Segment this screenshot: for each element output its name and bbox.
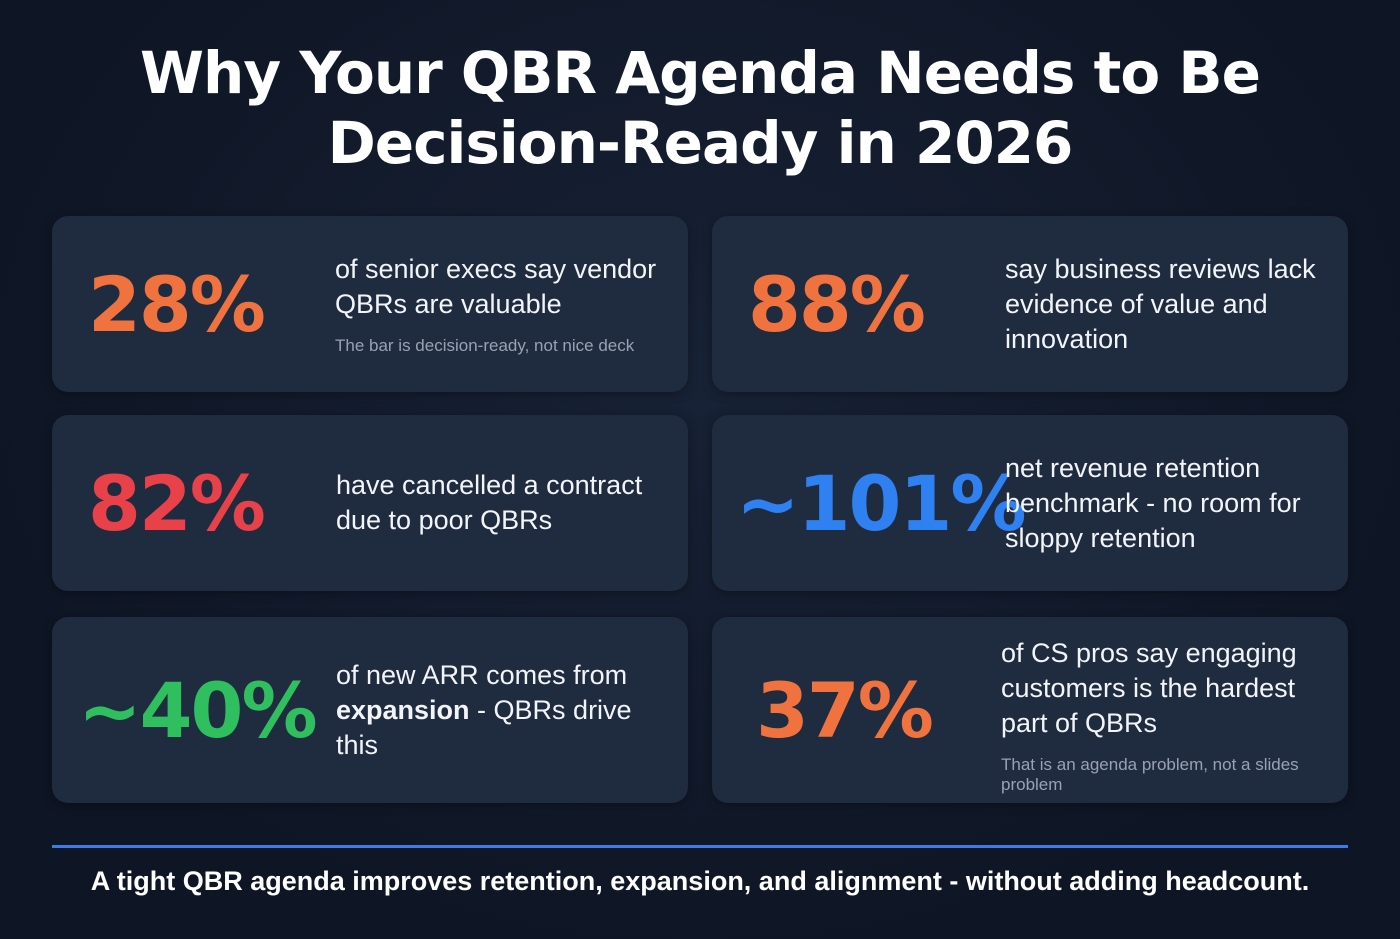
stat-text: of senior execs say vendor QBRs are valu… (335, 254, 657, 319)
footer-takeaway: A tight QBR agenda improves retention, e… (90, 866, 1310, 896)
stat-text-emphasis: expansion (336, 694, 470, 725)
stat-note: That is an agenda problem, not a slides … (1001, 754, 1299, 794)
stat-value: 82% (88, 458, 266, 548)
page-title: Why Your QBR Agenda Needs to Be Decision… (0, 38, 1400, 178)
stat-value: 37% (756, 665, 934, 755)
stat-value: ~40% (78, 665, 318, 755)
stat-card-28: 28% of senior execs say vendor QBRs are … (52, 216, 688, 392)
stat-description: of CS pros say engaging customers is the… (1001, 617, 1341, 803)
accent-divider (52, 845, 1348, 848)
stat-description: of new ARR comes from expansion - QBRs d… (336, 617, 656, 803)
stat-text: net revenue retention benchmark - no roo… (1005, 452, 1301, 553)
title-line-2: Decision-Ready in 2026 (327, 109, 1074, 177)
stat-card-101: ~101% net revenue retention benchmark - … (712, 415, 1348, 591)
stat-description: have cancelled a contract due to poor QB… (336, 415, 666, 591)
stat-text-part: of new ARR comes from (336, 659, 628, 690)
stat-value: 88% (748, 259, 926, 349)
stat-text: have cancelled a contract due to poor QB… (336, 470, 643, 535)
stat-card-88: 88% say business reviews lack evidence o… (712, 216, 1348, 392)
stat-text: of CS pros say engaging customers is the… (1001, 637, 1297, 738)
title-line-1: Why Your QBR Agenda Needs to Be (140, 39, 1261, 107)
stat-text: say business reviews lack evidence of va… (1005, 253, 1316, 354)
stat-description: net revenue retention benchmark - no roo… (1005, 415, 1335, 591)
stat-value: ~101% (736, 458, 1026, 548)
stat-card-37: 37% of CS pros say engaging customers is… (712, 617, 1348, 803)
stat-description: say business reviews lack evidence of va… (1005, 216, 1335, 392)
stat-text-part: - QBRs drive this (336, 694, 632, 760)
stat-value: 28% (88, 259, 266, 349)
stat-text: of new ARR comes from expansion - QBRs d… (336, 658, 656, 763)
stat-description: of senior execs say vendor QBRs are valu… (335, 216, 675, 392)
stat-note: The bar is decision-ready, not nice deck (335, 336, 635, 355)
stat-card-40: ~40% of new ARR comes from expansion - Q… (52, 617, 688, 803)
stat-card-82: 82% have cancelled a contract due to poo… (52, 415, 688, 591)
